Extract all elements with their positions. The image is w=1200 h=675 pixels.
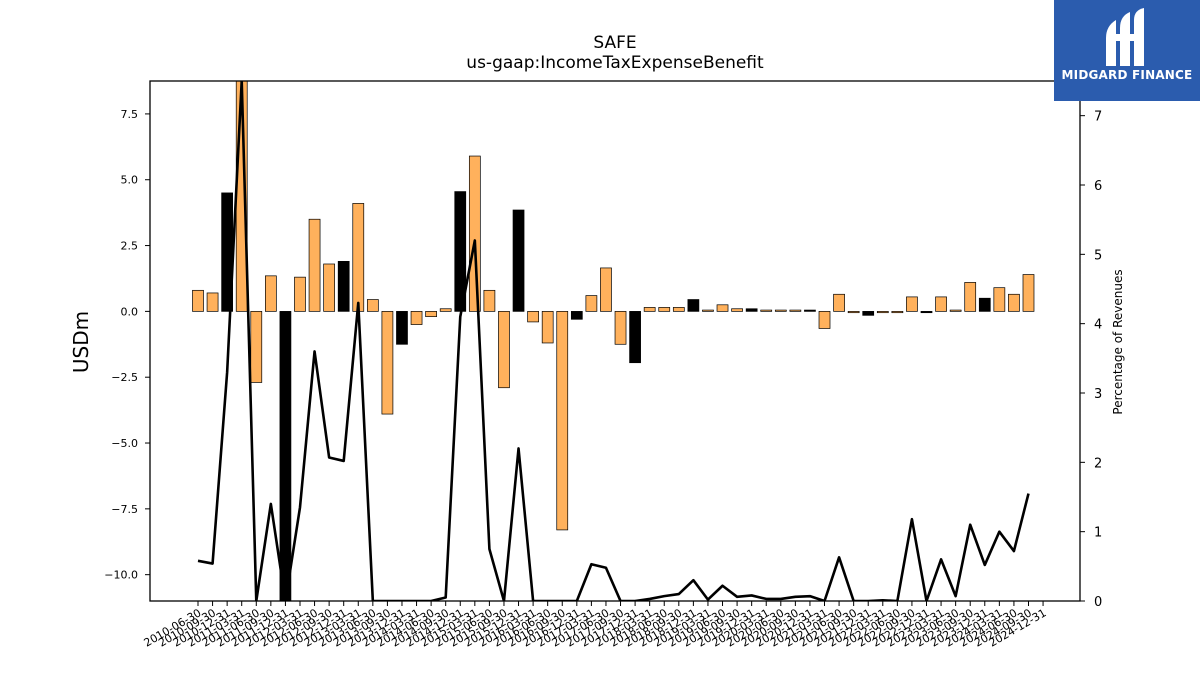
bar-2022-03-31 [876, 311, 889, 314]
bar-2013-03-31 [352, 203, 365, 312]
bar-2024-06-30 [1008, 293, 1020, 312]
y2-tick-label: 7 [1094, 110, 1102, 125]
bar-2014-09-30 [439, 308, 452, 312]
bar-2012-12-31 [337, 261, 350, 312]
bar-2018-06-30 [658, 307, 671, 312]
y2-tick-label: 4 [1094, 318, 1102, 333]
bar-2012-03-31 [294, 276, 306, 312]
y2-tick-label: 2 [1094, 456, 1102, 471]
revenue-percentage-line [197, 81, 1030, 601]
bar-2023-12-31 [978, 297, 991, 312]
bar-2017-09-30 [614, 311, 627, 345]
y-tick-label: −10.0 [104, 569, 138, 582]
y-tick-label: 5.0 [121, 174, 139, 187]
y2-axis-label: Percentage of Revenues [1111, 269, 1125, 414]
bar-2021-09-30 [847, 311, 860, 314]
bar-2013-12-31 [396, 311, 408, 345]
bar-2020-06-30 [774, 309, 787, 312]
bar-2023-03-31 [935, 296, 947, 312]
line-layer [197, 81, 1030, 601]
y-axis-label: USDm [69, 311, 93, 373]
bars-layer [192, 81, 1035, 601]
y-tick-label: −7.5 [111, 503, 138, 516]
bar-2014-06-30 [425, 311, 437, 318]
bar-2016-03-31 [527, 311, 539, 323]
bar-2017-03-31 [585, 295, 598, 312]
bar-2015-03-31 [468, 155, 481, 312]
y2-tick-label: 5 [1094, 248, 1102, 263]
bar-2018-12-31 [687, 299, 700, 312]
bar-2019-03-31 [702, 309, 714, 312]
bar-2016-06-30 [541, 311, 554, 344]
bar-2011-06-30 [250, 311, 263, 383]
bar-2014-03-31 [410, 311, 423, 325]
bar-2020-03-31 [760, 309, 773, 312]
midgard-logo-icon [1106, 8, 1144, 66]
bar-2022-09-30 [906, 296, 918, 312]
y2-tick-label: 0 [1094, 595, 1102, 610]
y2-tick-label: 1 [1094, 526, 1102, 541]
bar-2012-09-30 [323, 263, 335, 312]
y-tick-label: 7.5 [121, 108, 139, 121]
plot-frame [149, 80, 1081, 602]
brand-logo: MIDGARD FINANCE [1054, 0, 1200, 101]
bar-2019-12-31 [745, 308, 758, 312]
bar-2012-06-30 [308, 218, 321, 312]
bar-2019-06-30 [716, 304, 729, 312]
bar-2024-09-30 [1022, 274, 1035, 312]
chart-subtitle: us-gaap:IncomeTaxExpenseBenefit [466, 53, 764, 73]
bar-2015-06-30 [483, 289, 496, 312]
bar-2015-09-30 [498, 311, 510, 389]
bar-2020-09-30 [789, 309, 802, 312]
bar-2016-09-30 [556, 311, 569, 531]
y2-tick-label: 6 [1094, 179, 1102, 194]
bar-2021-03-31 [818, 311, 831, 329]
bar-2010-09-30 [206, 292, 219, 312]
y-tick-label: 2.5 [121, 240, 139, 253]
chart-title: SAFE [593, 33, 636, 53]
bar-2010-06-30 [192, 289, 204, 312]
y-tick-label: −5.0 [111, 437, 138, 450]
bar-2017-12-31 [629, 311, 641, 364]
axes-layer: 7.55.02.50.0−2.5−5.0−7.5−10.001234567201… [104, 80, 1102, 650]
bar-2022-12-31 [920, 311, 933, 314]
bar-2024-03-31 [993, 287, 1006, 312]
bar-2016-12-31 [570, 311, 583, 320]
bar-2011-09-30 [265, 275, 277, 312]
bar-2018-03-31 [643, 307, 656, 312]
bar-2021-06-30 [833, 293, 845, 312]
bar-2015-12-31 [512, 209, 525, 312]
bar-2019-09-30 [731, 308, 743, 312]
bar-2017-06-30 [600, 267, 612, 312]
bar-2020-12-31 [804, 309, 816, 312]
y2-tick-label: 3 [1094, 387, 1102, 402]
bar-2013-06-30 [366, 299, 379, 312]
bar-2023-06-30 [949, 309, 962, 312]
bar-2011-12-31 [279, 311, 292, 601]
bar-2013-09-30 [381, 311, 394, 415]
y-tick-label: −2.5 [111, 371, 138, 384]
bar-2018-09-30 [672, 307, 685, 312]
y-tick-label: 0.0 [121, 305, 139, 318]
bar-2022-06-30 [891, 311, 904, 314]
bar-2023-09-30 [964, 282, 977, 312]
logo-text: MIDGARD FINANCE [1061, 68, 1193, 82]
bar-2021-12-31 [862, 311, 875, 316]
